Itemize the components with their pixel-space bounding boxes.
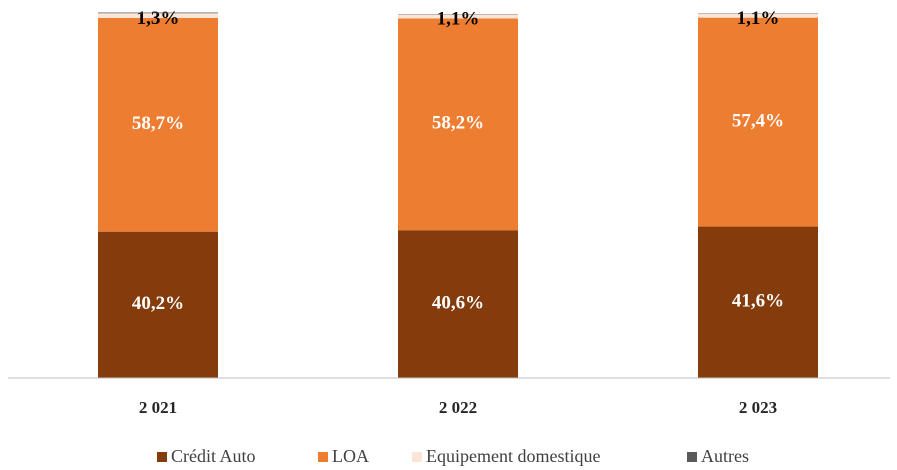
x-tick-label: 2 022 — [439, 398, 477, 417]
legend-label: Crédit Auto — [171, 446, 256, 466]
bar-segment — [698, 226, 818, 378]
bar-segment — [98, 13, 218, 19]
value-label: 1,1% — [737, 8, 780, 29]
value-label: 41,6% — [732, 291, 784, 312]
bar-segment — [698, 13, 818, 18]
bar-segment — [98, 231, 218, 378]
value-label: 1,1% — [437, 9, 480, 30]
bar-segment — [698, 17, 818, 227]
bar-segment — [98, 12, 218, 14]
value-label: 58,7% — [132, 113, 184, 134]
x-tick-label: 2 023 — [739, 398, 777, 417]
value-label: 40,6% — [432, 292, 484, 313]
bar-segment — [98, 18, 218, 232]
legend-swatch — [687, 452, 697, 462]
bar-segment — [398, 230, 518, 378]
x-tick-label: 2 021 — [139, 398, 177, 417]
bar-segment — [398, 18, 518, 231]
legend-swatch — [318, 452, 328, 462]
legend-label: Equipement domestique — [426, 446, 600, 466]
legend-swatch — [412, 452, 422, 462]
legend-label: Autres — [701, 446, 749, 466]
legend-swatch — [157, 452, 167, 462]
bar-segment — [398, 14, 518, 19]
value-label: 58,2% — [432, 113, 484, 134]
legend-label: LOA — [332, 446, 369, 466]
value-label: 40,2% — [132, 293, 184, 314]
value-label: 1,3% — [137, 8, 180, 29]
value-label: 57,4% — [732, 110, 784, 131]
